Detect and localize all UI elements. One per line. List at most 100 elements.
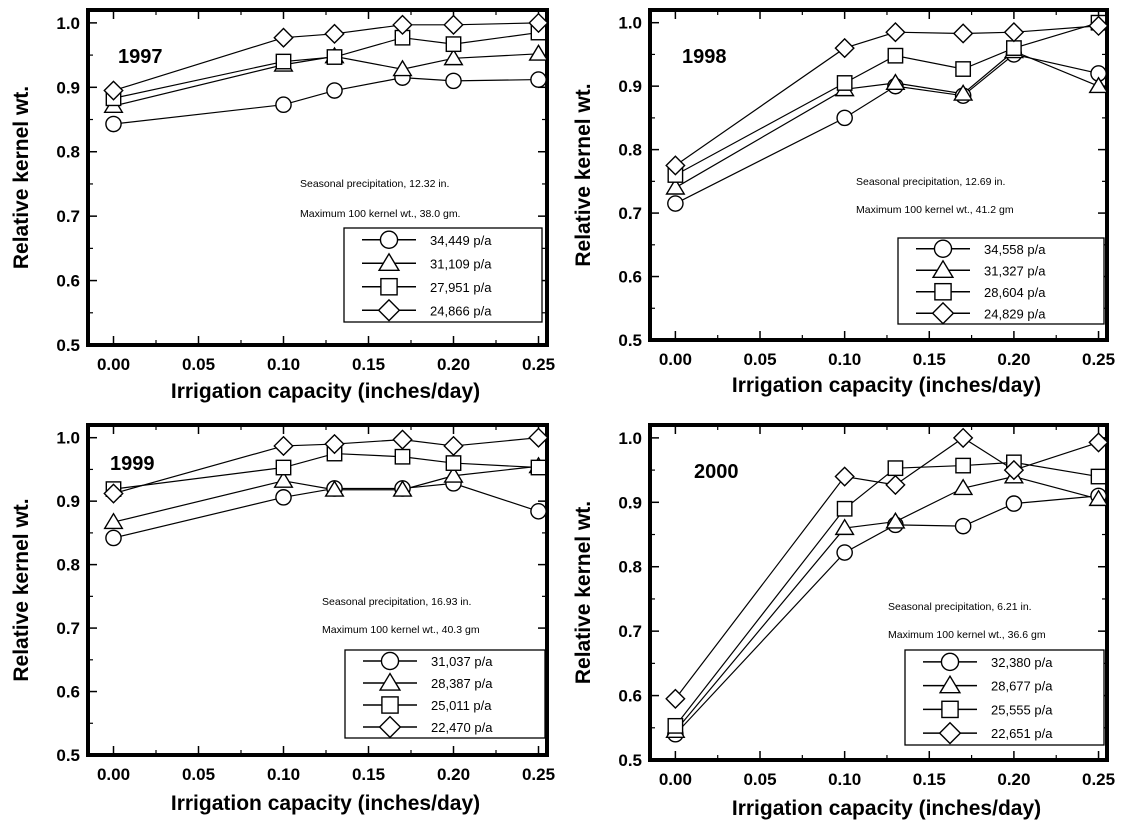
series-line-triangle	[674, 475, 1099, 732]
legend: 34,558 p/a 31,327 p/a 28,604 p/a 24,829 p/a	[897, 237, 1105, 325]
y-tick-label: 0.8	[56, 556, 80, 575]
series-line-triangle	[675, 50, 1099, 189]
legend-marker-square	[934, 282, 952, 301]
data-point-square	[326, 49, 343, 65]
series-line-circle	[674, 495, 1099, 735]
data-point-square	[275, 53, 292, 70]
legend-entry: 25,555 p/a	[991, 702, 1053, 717]
max-kernel-note: Maximum 100 kernel wt., 38.0 gm.	[300, 208, 460, 220]
year-label: 2000	[694, 461, 739, 483]
data-point-circle	[445, 72, 462, 90]
data-point-square	[445, 36, 462, 53]
x-axis-label: Irrigation capacity (inches/day)	[732, 374, 1041, 397]
y-axis-label: Relative kernel wt.	[10, 498, 33, 681]
data-point-square	[667, 717, 684, 734]
data-point-triangle	[324, 479, 345, 497]
y-tick-label: 0.6	[56, 272, 80, 291]
plot-frame	[648, 423, 1109, 762]
data-point-square	[955, 457, 972, 474]
x-tick-label: 0.10	[267, 355, 300, 374]
y-tick-label: 0.9	[618, 77, 642, 96]
legend-box	[344, 649, 546, 739]
chart-panel-2000: 0.00 0.05 0.10 0.15 0.20 0.25 0.5 0.6 0.7 0.8 0.9 1…	[572, 423, 1115, 820]
data-point-square	[836, 500, 853, 517]
data-point-triangle	[103, 512, 124, 530]
precipitation-note: Seasonal precipitation, 12.32 in.	[300, 178, 449, 190]
data-point-square	[1006, 40, 1022, 56]
y-axis-label: Relative kernel wt.	[572, 83, 595, 266]
data-point-triangle	[665, 177, 686, 195]
legend: 32,380 p/a 28,677 p/a 25,555 p/a 22,651 p/a	[904, 649, 1105, 746]
y-tick-label: 0.6	[56, 683, 80, 702]
series-line-diamond	[675, 25, 1099, 166]
data-point-triangle	[953, 84, 974, 101]
legend-marker-diamond	[378, 715, 402, 739]
data-point-diamond	[443, 14, 464, 36]
data-point-square	[836, 75, 853, 91]
x-tick-label: 0.25	[1082, 350, 1115, 369]
precipitation-note: Seasonal precipitation, 16.93 in.	[322, 596, 471, 608]
data-point-diamond	[273, 27, 294, 48]
data-point-diamond	[834, 466, 855, 487]
series-line-diamond	[113, 437, 539, 495]
x-tick-label: 0.10	[828, 350, 861, 369]
y-tick-label: 0.8	[618, 558, 642, 577]
data-point-diamond	[1003, 459, 1025, 481]
y-tick-label: 0.5	[56, 746, 80, 765]
precipitation-note: Seasonal precipitation, 12.69 in.	[856, 176, 1005, 188]
legend-entry: 31,109 p/a	[430, 256, 492, 271]
legend-marker-triangle	[377, 252, 401, 272]
x-tick-label: 0.25	[522, 765, 555, 784]
data-point-diamond	[952, 427, 974, 449]
x-tick-label: 0.15	[352, 765, 385, 784]
data-point-square	[955, 61, 972, 77]
data-point-square	[394, 448, 411, 465]
x-tick-label: 0.05	[182, 355, 215, 374]
chart-panel-1998: 0.00 0.05 0.10 0.15 0.20 0.25 0.5 0.6 0.7 0.8 0.9 1…	[572, 8, 1115, 397]
data-point-circle	[836, 109, 853, 127]
legend-marker-triangle	[938, 674, 962, 694]
x-axis-label: Irrigation capacity (inches/day)	[171, 380, 480, 403]
data-point-circle	[1005, 495, 1023, 512]
max-kernel-note: Maximum 100 kernel wt., 40.3 gm	[322, 624, 480, 636]
data-point-triangle	[1088, 489, 1109, 507]
y-tick-label: 0.8	[56, 143, 80, 162]
data-point-circle	[667, 195, 684, 212]
y-tick-label: 0.5	[56, 336, 80, 355]
x-tick-label: 0.20	[437, 765, 470, 784]
y-tick-label: 0.5	[618, 331, 642, 350]
x-tick-label: 0.25	[522, 355, 555, 374]
data-point-diamond	[103, 483, 124, 504]
data-point-diamond	[885, 22, 906, 43]
y-tick-label: 0.9	[56, 492, 80, 511]
x-tick-label: 0.05	[743, 350, 776, 369]
data-point-diamond	[103, 80, 124, 101]
data-point-triangle	[443, 48, 464, 66]
data-point-diamond	[952, 23, 974, 44]
legend-entry: 22,651 p/a	[991, 726, 1053, 741]
series-line-diamond	[674, 437, 1099, 700]
data-point-triangle	[392, 479, 413, 497]
series-line-square	[113, 31, 539, 99]
legend: 31,037 p/a 28,387 p/a 25,011 p/a 22,470 p/a	[344, 649, 546, 739]
legend-marker-triangle	[931, 259, 955, 279]
legend-marker-circle	[379, 230, 399, 249]
y-tick-label: 1.0	[618, 429, 642, 448]
x-axis-label: Irrigation capacity (inches/day)	[171, 792, 480, 815]
series-line-square	[674, 461, 1099, 727]
legend-entry: 28,604 p/a	[984, 285, 1046, 300]
legend-entry: 27,951 p/a	[430, 280, 492, 295]
data-point-circle	[954, 517, 972, 535]
legend-marker-circle	[380, 651, 400, 671]
legend-marker-square	[941, 700, 959, 719]
data-point-diamond	[324, 23, 345, 45]
series-line-circle	[113, 482, 539, 539]
x-tick-label: 0.00	[97, 765, 130, 784]
data-point-diamond	[528, 12, 549, 34]
max-kernel-note: Maximum 100 kernel wt., 41.2 gm	[856, 204, 1014, 216]
legend-marker-diamond	[931, 301, 955, 325]
data-point-circle	[530, 503, 547, 520]
plot-frame	[86, 423, 549, 757]
data-point-diamond	[885, 474, 906, 496]
data-point-square	[887, 460, 904, 477]
